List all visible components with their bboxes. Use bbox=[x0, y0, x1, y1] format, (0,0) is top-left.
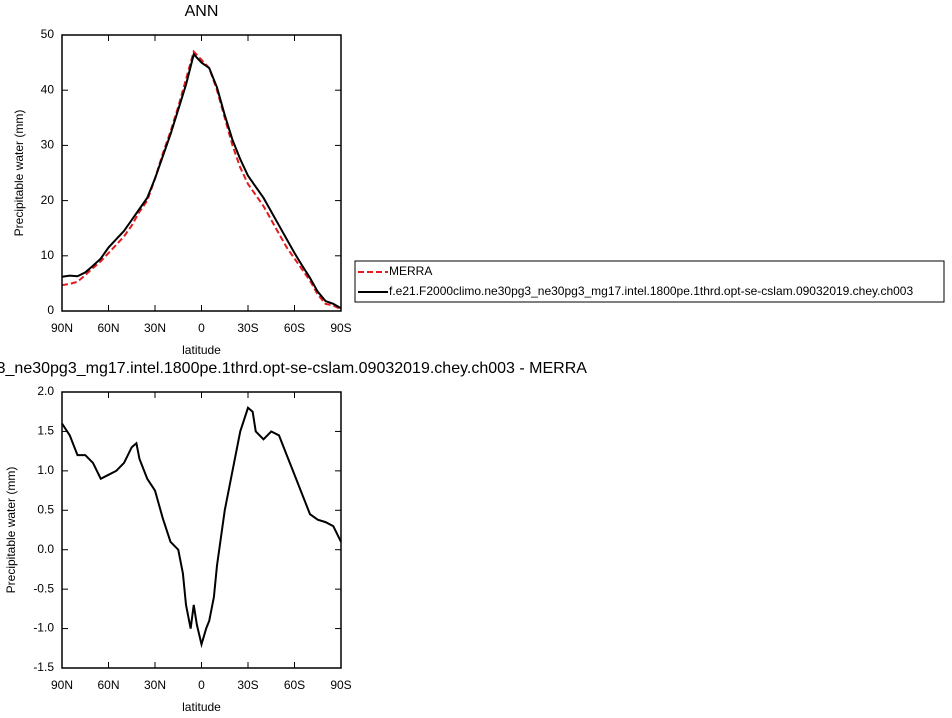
x-tick-label: 60S bbox=[284, 321, 305, 335]
x-tick-label: 90N bbox=[51, 678, 73, 692]
y-axis-label: Precipitable water (mm) bbox=[4, 467, 18, 594]
x-tick-label: 30N bbox=[144, 321, 166, 335]
y-tick-label: 0 bbox=[47, 303, 54, 317]
y-tick-label: 1.0 bbox=[37, 463, 54, 477]
y-tick-label: 10 bbox=[41, 248, 55, 262]
legend-label: f.e21.F2000climo.ne30pg3_ne30pg3_mg17.in… bbox=[389, 284, 913, 298]
plot-frame bbox=[61, 391, 342, 669]
y-tick-label: 20 bbox=[41, 193, 55, 207]
x-tick-label: 60N bbox=[97, 678, 119, 692]
plot-frame bbox=[61, 34, 342, 312]
x-tick-label: 90S bbox=[330, 678, 351, 692]
x-tick-label: 60S bbox=[284, 678, 305, 692]
x-tick-label: 0 bbox=[198, 678, 205, 692]
data-line bbox=[61, 49, 342, 311]
y-tick-label: -0.5 bbox=[33, 581, 54, 595]
data-line bbox=[61, 52, 342, 310]
chart-title: f.e21.F2000climo.ne30pg3_ne30pg3_mg17.in… bbox=[0, 360, 587, 377]
x-tick-label: 0 bbox=[198, 321, 205, 335]
y-tick-label: 1.5 bbox=[37, 424, 54, 438]
y-tick-label: 2.0 bbox=[37, 384, 54, 398]
y-tick-label: -1.0 bbox=[33, 621, 54, 635]
x-axis-label: latitude bbox=[182, 700, 221, 714]
x-tick-label: 30S bbox=[237, 678, 258, 692]
y-axis-label: Precipitable water (mm) bbox=[12, 110, 26, 237]
y-tick-label: 30 bbox=[41, 138, 55, 152]
y-tick-label: 0.5 bbox=[37, 502, 54, 516]
y-tick-label: 0.0 bbox=[37, 542, 54, 556]
chart-title: ANN bbox=[185, 3, 219, 20]
x-tick-label: 90N bbox=[51, 321, 73, 335]
x-tick-label: 30N bbox=[144, 678, 166, 692]
x-tick-label: 30S bbox=[237, 321, 258, 335]
legend-box bbox=[354, 260, 945, 303]
y-tick-label: -1.5 bbox=[33, 660, 54, 674]
y-tick-label: 50 bbox=[41, 27, 55, 41]
y-tick-label: 40 bbox=[41, 82, 55, 96]
x-tick-label: 90S bbox=[330, 321, 351, 335]
legend-label: MERRA bbox=[389, 264, 432, 278]
x-axis-label: latitude bbox=[182, 343, 221, 357]
data-line bbox=[61, 406, 342, 649]
x-tick-label: 60N bbox=[97, 321, 119, 335]
